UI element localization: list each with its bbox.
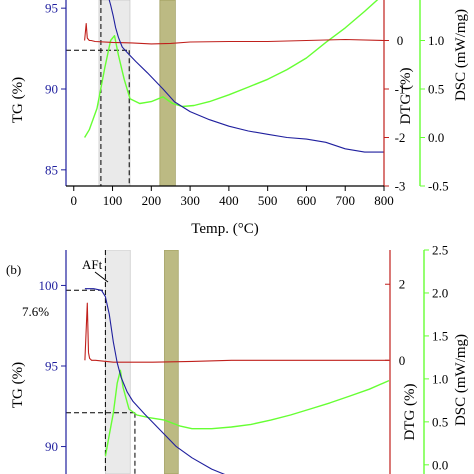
dsc-tick-label: 0.0 <box>432 457 448 472</box>
band-gray-0 <box>98 0 131 186</box>
tg-axis-title: TG (%) <box>10 77 26 123</box>
dsc-tick-label: 1.0 <box>428 33 444 48</box>
dsc-axis-title: DSC (mW/mg) <box>453 9 469 101</box>
dsc-tick-label: 0.5 <box>428 82 444 97</box>
x-tick-label: 800 <box>374 193 394 208</box>
series-dsc-line <box>104 369 389 457</box>
x-tick-label: 300 <box>180 193 200 208</box>
dtg-axis-title: DTG (%) <box>398 67 414 124</box>
x-tick-label: 400 <box>219 193 239 208</box>
x-tick-label: 200 <box>142 193 162 208</box>
tg-tick-label: 95 <box>45 359 58 374</box>
plot-area <box>66 250 389 474</box>
series-dtg-line <box>84 302 389 363</box>
x-tick-label: 0 <box>71 193 78 208</box>
dsc-tick-label: 0.5 <box>432 414 448 429</box>
mass-loss-label: 7.6% <box>22 304 49 319</box>
series-tg-line <box>108 0 384 153</box>
dsc-tick-label: 2.5 <box>432 243 448 258</box>
dtg-tick-label: -2 <box>395 130 406 145</box>
dsc-tick-label: 0.0 <box>428 130 444 145</box>
aft-pointer <box>94 271 109 283</box>
dtg-tick-label: 0 <box>399 353 406 368</box>
dtg-axis-title: DTG (%) <box>402 383 418 440</box>
x-axis-title: Temp. (°C) <box>191 221 258 237</box>
tg-axis-title: TG (%) <box>10 362 26 408</box>
dtg-tick-label: -3 <box>395 179 406 194</box>
dsc-axis-title: DSC (mW/mg) <box>453 334 469 426</box>
dsc-tick-label: -0.5 <box>428 179 449 194</box>
x-tick-label: 600 <box>297 193 317 208</box>
dtg-tick-label: -1 <box>395 82 406 97</box>
tg-tick-label: 85 <box>45 162 58 177</box>
dsc-tick-label: 1.5 <box>432 328 448 343</box>
panel-b: 90 95 100 TG (%) 0 2 DTG (%) 0.0 0.5 1.0 1.5 2.0 2.5… <box>6 243 469 474</box>
x-tick-label: 500 <box>258 193 278 208</box>
dsc-tick-label: 2.0 <box>432 285 448 300</box>
plot-area <box>66 0 384 186</box>
dtg-tick-label: 0 <box>397 33 404 48</box>
series-tg-line <box>84 288 226 474</box>
tg-tick-label: 90 <box>45 439 58 454</box>
tg-tick-label: 100 <box>39 278 59 293</box>
panel-label: (b) <box>6 262 21 277</box>
dsc-tick-label: 1.0 <box>432 371 448 386</box>
tg-tick-label: 90 <box>45 82 58 97</box>
band-olive-1 <box>159 0 176 186</box>
aft-annotation: AFt <box>82 257 103 272</box>
series-dtg-line <box>84 22 384 45</box>
tg-tick-label: 95 <box>45 1 58 16</box>
x-tick-label: 700 <box>335 193 355 208</box>
series-dsc-line <box>84 0 379 138</box>
x-tick-label: 100 <box>103 193 123 208</box>
dtg-tick-label: 2 <box>399 277 406 292</box>
